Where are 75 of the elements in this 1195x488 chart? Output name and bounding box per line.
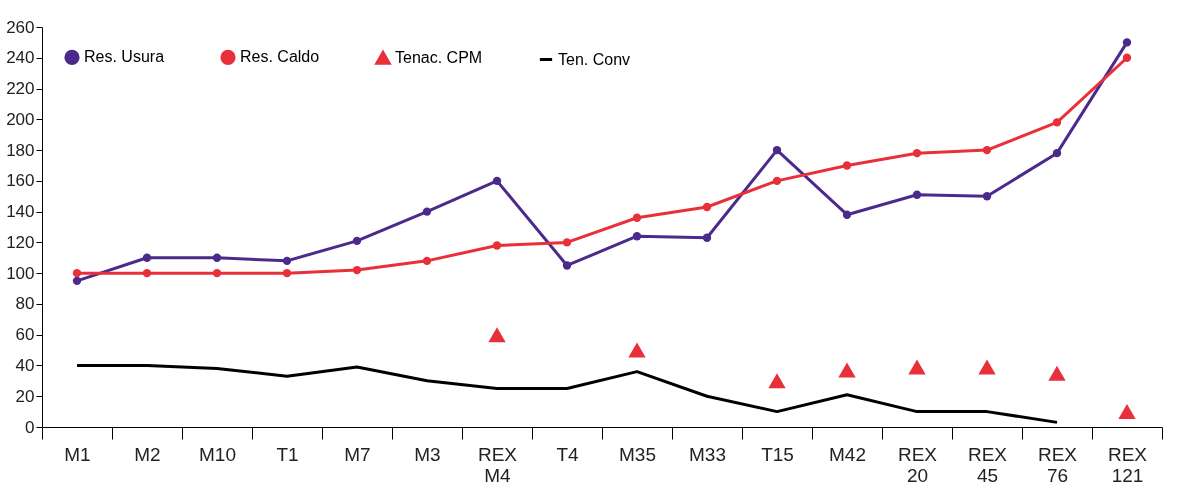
point — [772, 176, 782, 186]
point — [492, 176, 502, 186]
point — [632, 213, 642, 222]
point — [702, 202, 712, 212]
y-tick-label: 120 — [6, 232, 35, 252]
y-tick-label: 80 — [15, 294, 35, 314]
y-tick-label: 140 — [6, 202, 35, 222]
x-tick-label: M1 — [64, 443, 91, 465]
point — [72, 268, 82, 278]
x-tick-label: M33 — [689, 443, 726, 465]
legend-label: Res. Caldo — [240, 48, 320, 66]
y-tick-label: 100 — [6, 263, 35, 283]
y-tick-label: 0 — [25, 417, 35, 437]
x-tick-label: M2 — [134, 443, 161, 465]
point — [702, 233, 712, 242]
x-tick-label: M10 — [199, 443, 236, 465]
y-tick-label: 200 — [6, 109, 35, 129]
point — [632, 232, 642, 241]
point — [142, 268, 152, 278]
y-tick-label: 60 — [15, 325, 35, 345]
point — [282, 256, 292, 266]
point — [212, 253, 222, 262]
point — [422, 207, 432, 216]
x-tick-label: T4 — [556, 443, 580, 465]
legend-label: Ten. Conv — [558, 50, 631, 68]
x-tick-label: M35 — [619, 443, 656, 465]
y-tick-label: 220 — [6, 79, 35, 99]
x-tick-label: M3 — [414, 443, 441, 465]
legend-label: Res. Usura — [84, 48, 165, 66]
y-tick-label: 260 — [6, 17, 35, 37]
point — [912, 190, 922, 199]
legend-label: Tenac. CPM — [395, 48, 483, 66]
y-tick-label: 160 — [6, 171, 35, 191]
x-tick-label: REX 76 — [1037, 443, 1078, 486]
point — [908, 359, 926, 375]
y-tick-label: 20 — [15, 386, 35, 406]
y-tick-label: 40 — [15, 355, 35, 375]
x-tick-label: REX 45 — [967, 443, 1008, 486]
x-tick-label: REX M4 — [477, 443, 518, 486]
point — [562, 238, 572, 247]
point — [838, 362, 856, 378]
line-series — [75, 363, 1059, 424]
point — [212, 268, 222, 278]
point — [1122, 38, 1132, 47]
point — [1122, 53, 1132, 62]
point — [842, 210, 852, 219]
point — [72, 276, 82, 286]
x-tick-label: REX 20 — [897, 443, 938, 486]
point — [772, 145, 782, 155]
point — [1118, 404, 1136, 420]
point — [492, 241, 502, 250]
y-tick-label: 180 — [6, 140, 35, 160]
point — [1048, 365, 1066, 381]
x-tick-label: M42 — [829, 443, 866, 465]
point — [768, 373, 786, 389]
point — [488, 327, 506, 343]
point — [562, 261, 572, 270]
x-tick-label: T1 — [276, 443, 299, 465]
point — [142, 253, 152, 262]
point — [982, 192, 992, 201]
x-tick-label: M7 — [344, 443, 371, 465]
point — [978, 359, 996, 375]
point — [912, 148, 922, 158]
point — [1052, 148, 1062, 158]
point — [422, 256, 432, 266]
point — [842, 161, 852, 170]
point — [628, 342, 646, 358]
point — [352, 265, 362, 275]
point — [982, 145, 992, 155]
point — [1052, 118, 1062, 127]
x-tick-label: REX 121 — [1107, 443, 1148, 486]
point — [282, 268, 292, 278]
x-tick-label: T15 — [761, 443, 794, 465]
point — [352, 236, 362, 246]
y-tick-label: 240 — [6, 48, 35, 68]
